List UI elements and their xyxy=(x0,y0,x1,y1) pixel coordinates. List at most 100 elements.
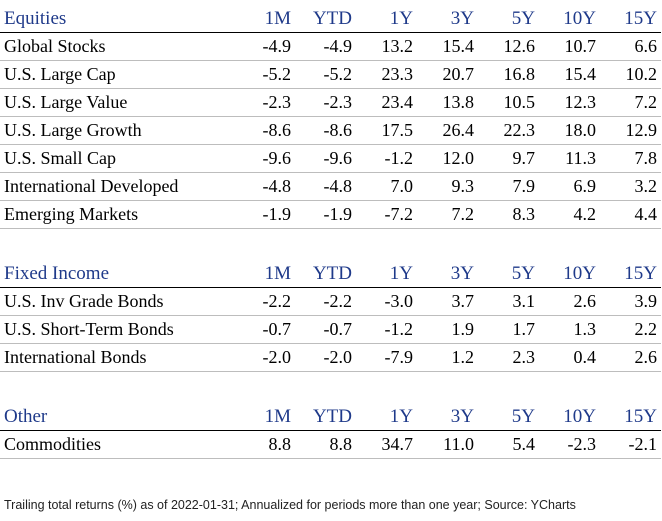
return-value-cell: 7.2 xyxy=(600,88,661,117)
return-value-cell: -4.9 xyxy=(234,32,295,61)
table-row: Commodities 8.8 8.8 34.7 11.0 5.4 -2.3 -2.1 xyxy=(0,430,661,459)
footnote: Trailing total returns (%) as of 2022-01… xyxy=(4,498,576,512)
return-value-cell: -8.6 xyxy=(295,116,356,145)
column-header: 10Y xyxy=(539,255,600,288)
section-header-row: Fixed Income 1M YTD 1Y 3Y 5Y 10Y 15Y xyxy=(0,255,661,288)
column-header: 1Y xyxy=(356,398,417,431)
return-value-cell: 3.9 xyxy=(600,287,661,316)
column-header: 5Y xyxy=(478,398,539,431)
return-value-cell: -4.8 xyxy=(295,172,356,201)
return-value-cell: 7.0 xyxy=(356,172,417,201)
return-value-cell: 3.7 xyxy=(417,287,478,316)
return-value-cell: 2.6 xyxy=(600,343,661,372)
section-gap-cell xyxy=(0,372,661,399)
return-value-cell: -2.2 xyxy=(295,287,356,316)
return-value-cell: 11.3 xyxy=(539,144,600,173)
returns-table: Equities 1M YTD 1Y 3Y 5Y 10Y 15Y Global Stocks -4… xyxy=(0,0,661,459)
row-label: Emerging Markets xyxy=(0,200,234,229)
return-value-cell: -7.2 xyxy=(356,200,417,229)
section-title: Fixed Income xyxy=(0,255,234,288)
return-value-cell: 9.3 xyxy=(417,172,478,201)
return-value-cell: 2.6 xyxy=(539,287,600,316)
return-value-cell: -2.3 xyxy=(234,88,295,117)
row-label: U.S. Large Cap xyxy=(0,60,234,89)
return-value-cell: 1.2 xyxy=(417,343,478,372)
return-value-cell: 2.2 xyxy=(600,315,661,344)
column-header: 5Y xyxy=(478,0,539,33)
return-value-cell: 23.3 xyxy=(356,60,417,89)
return-value-cell: 9.7 xyxy=(478,144,539,173)
return-value-cell: 12.3 xyxy=(539,88,600,117)
table-row: International Bonds -2.0 -2.0 -7.9 1.2 2.3 0.4… xyxy=(0,343,661,372)
row-label: International Developed xyxy=(0,172,234,201)
table-row: U.S. Large Growth -8.6 -8.6 17.5 26.4 22.3 18.… xyxy=(0,116,661,145)
column-header: 1Y xyxy=(356,0,417,33)
return-value-cell: 15.4 xyxy=(539,60,600,89)
return-value-cell: -3.0 xyxy=(356,287,417,316)
return-value-cell: 8.3 xyxy=(478,200,539,229)
return-value-cell: 12.6 xyxy=(478,32,539,61)
table-row: U.S. Large Cap -5.2 -5.2 23.3 20.7 16.8 15.4 10… xyxy=(0,60,661,89)
return-value-cell: 2.3 xyxy=(478,343,539,372)
section-gap-cell xyxy=(0,229,661,256)
column-header: 1Y xyxy=(356,255,417,288)
column-header: 5Y xyxy=(478,255,539,288)
return-value-cell: 34.7 xyxy=(356,430,417,459)
column-header: 15Y xyxy=(600,398,661,431)
return-value-cell: -8.6 xyxy=(234,116,295,145)
table-row: Global Stocks -4.9 -4.9 13.2 15.4 12.6 10.7 6.6 xyxy=(0,32,661,61)
return-value-cell: 17.5 xyxy=(356,116,417,145)
return-value-cell: -0.7 xyxy=(234,315,295,344)
column-header: YTD xyxy=(295,255,356,288)
column-header: 15Y xyxy=(600,0,661,33)
return-value-cell: 7.2 xyxy=(417,200,478,229)
return-value-cell: 10.2 xyxy=(600,60,661,89)
row-label: International Bonds xyxy=(0,343,234,372)
return-value-cell: 16.8 xyxy=(478,60,539,89)
return-value-cell: -5.2 xyxy=(295,60,356,89)
return-value-cell: -2.3 xyxy=(539,430,600,459)
return-value-cell: 10.7 xyxy=(539,32,600,61)
section-title: Equities xyxy=(0,0,234,33)
return-value-cell: 18.0 xyxy=(539,116,600,145)
return-value-cell: 4.4 xyxy=(600,200,661,229)
row-label: U.S. Small Cap xyxy=(0,144,234,173)
return-value-cell: 3.1 xyxy=(478,287,539,316)
return-value-cell: 13.8 xyxy=(417,88,478,117)
return-value-cell: 13.2 xyxy=(356,32,417,61)
return-value-cell: 6.9 xyxy=(539,172,600,201)
section-title: Other xyxy=(0,398,234,431)
table-row: U.S. Inv Grade Bonds -2.2 -2.2 -3.0 3.7 3.1 2.… xyxy=(0,287,661,316)
return-value-cell: 7.8 xyxy=(600,144,661,173)
table-row: U.S. Large Value -2.3 -2.3 23.4 13.8 10.5 12.3… xyxy=(0,88,661,117)
return-value-cell: 4.2 xyxy=(539,200,600,229)
column-header: 15Y xyxy=(600,255,661,288)
return-value-cell: -2.0 xyxy=(234,343,295,372)
return-value-cell: 0.4 xyxy=(539,343,600,372)
table-row: U.S. Short-Term Bonds -0.7 -0.7 -1.2 1.9 1.7 1… xyxy=(0,315,661,344)
return-value-cell: 11.0 xyxy=(417,430,478,459)
return-value-cell: 1.7 xyxy=(478,315,539,344)
return-value-cell: 15.4 xyxy=(417,32,478,61)
column-header: 3Y xyxy=(417,398,478,431)
return-value-cell: 8.8 xyxy=(295,430,356,459)
return-value-cell: -2.0 xyxy=(295,343,356,372)
return-value-cell: -5.2 xyxy=(234,60,295,89)
return-value-cell: 5.4 xyxy=(478,430,539,459)
return-value-cell: 20.7 xyxy=(417,60,478,89)
column-header: 1M xyxy=(234,255,295,288)
return-value-cell: 7.9 xyxy=(478,172,539,201)
return-value-cell: -4.8 xyxy=(234,172,295,201)
row-label: Global Stocks xyxy=(0,32,234,61)
column-header: 3Y xyxy=(417,255,478,288)
row-label: U.S. Inv Grade Bonds xyxy=(0,287,234,316)
return-value-cell: 12.9 xyxy=(600,116,661,145)
return-value-cell: -2.1 xyxy=(600,430,661,459)
return-value-cell: 22.3 xyxy=(478,116,539,145)
table-row: Emerging Markets -1.9 -1.9 -7.2 7.2 8.3 4.2 4.4 xyxy=(0,200,661,229)
return-value-cell: 23.4 xyxy=(356,88,417,117)
return-value-cell: 1.3 xyxy=(539,315,600,344)
return-value-cell: 3.2 xyxy=(600,172,661,201)
column-header: 3Y xyxy=(417,0,478,33)
